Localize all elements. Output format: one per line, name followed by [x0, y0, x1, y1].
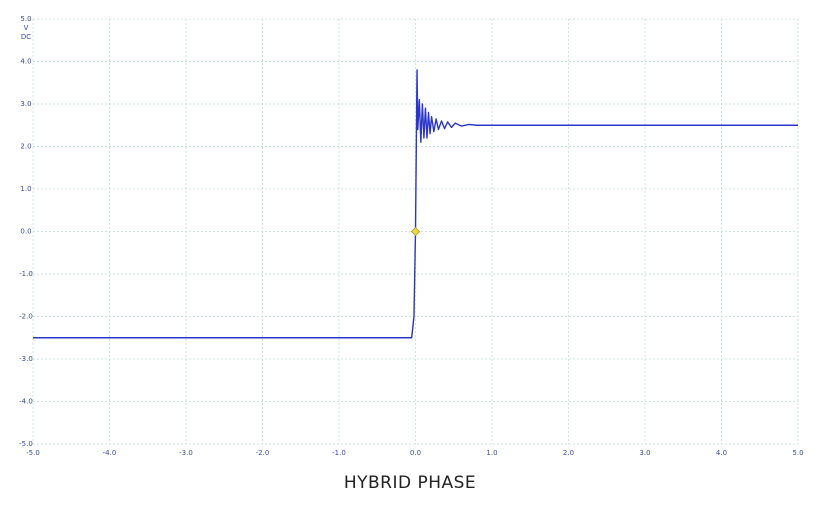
x-tick-label: -4.0: [103, 449, 117, 457]
x-tick-label: 4.0: [716, 449, 727, 457]
y-tick-label: -3.0: [19, 355, 33, 363]
y-tick-label: -1.0: [19, 270, 33, 278]
x-tick-label: -1.0: [332, 449, 346, 457]
y-tick-label: 3.0: [20, 100, 31, 108]
y-tick-label: -5.0: [19, 440, 33, 448]
x-tick-label: -5.0: [26, 449, 40, 457]
signal-line: [33, 69, 798, 339]
x-tick-label: 2.0: [563, 449, 574, 457]
x-tick-label: 1.0: [486, 449, 497, 457]
x-tick-label: -2.0: [256, 449, 270, 457]
x-tick-label: -3.0: [179, 449, 193, 457]
y-tick-label: -4.0: [19, 398, 33, 406]
x-tick-label: 0.0: [410, 449, 421, 457]
y-tick-label: 5.0: [20, 15, 31, 23]
y-tick-label: 1.0: [20, 185, 31, 193]
y-tick-label: 2.0: [20, 143, 31, 151]
y-tick-label: 0.0: [20, 228, 31, 236]
x-tick-label: 5.0: [792, 449, 803, 457]
y-tick-label: -2.0: [19, 313, 33, 321]
chart-title: HYBRID PHASE: [344, 473, 476, 493]
y-tick-label: 4.0: [20, 58, 31, 66]
marker: [410, 226, 421, 237]
y-unit-label: V: [24, 24, 29, 32]
y-unit-label: DC: [21, 33, 31, 41]
x-tick-label: 3.0: [639, 449, 650, 457]
